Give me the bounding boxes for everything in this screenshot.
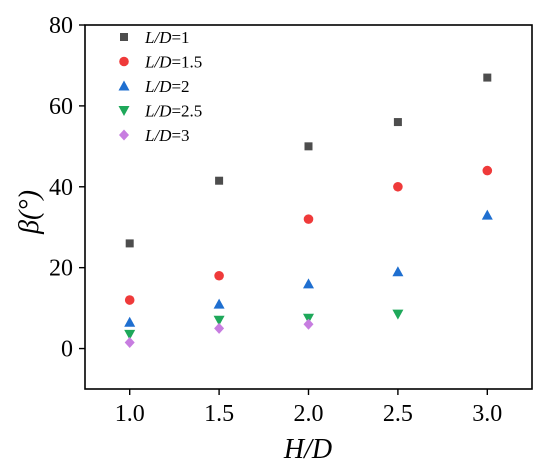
x-axis-title: H/D bbox=[283, 434, 332, 465]
legend-label: L/D=2.5 bbox=[144, 102, 202, 121]
legend-label: L/D=1.5 bbox=[144, 53, 202, 72]
legend-marker-diamond bbox=[119, 129, 129, 141]
data-point-circle bbox=[393, 181, 403, 192]
legend-marker-triangle-down bbox=[118, 106, 130, 116]
data-point-square bbox=[483, 73, 492, 82]
x-tick-label: 3.0 bbox=[472, 401, 502, 427]
data-point-diamond bbox=[214, 322, 225, 334]
data-point-square bbox=[215, 176, 224, 185]
data-point-circle bbox=[482, 165, 493, 176]
y-axis-title: β(°) bbox=[14, 190, 45, 235]
data-point-triangle-down bbox=[392, 309, 404, 320]
data-point-triangle-up bbox=[124, 316, 136, 327]
data-point-circle bbox=[124, 295, 135, 305]
legend-label: L/D=1 bbox=[144, 28, 190, 47]
data-point-square bbox=[304, 142, 313, 151]
y-tick-label: 40 bbox=[49, 175, 73, 201]
legend-marker-triangle-up bbox=[118, 80, 130, 91]
data-point-triangle-up bbox=[392, 266, 404, 277]
x-axis: 1.0 1.5 2.0 2.5 3.0 bbox=[115, 389, 502, 427]
data-point-triangle-down bbox=[303, 313, 314, 324]
legend-marker-square bbox=[120, 33, 128, 41]
x-tick-label: 1.5 bbox=[204, 401, 234, 427]
y-tick-label: 0 bbox=[61, 337, 73, 363]
y-tick-label: 80 bbox=[49, 13, 73, 39]
legend-label: L/D=2 bbox=[144, 77, 190, 96]
legend-label: L/D=3 bbox=[144, 126, 190, 145]
y-tick-label: 20 bbox=[49, 256, 73, 282]
legend: L/D=1 L/D=1.5 L/D=2 L/D=2.5 L/D=3 bbox=[118, 28, 202, 145]
x-tick-label: 2.5 bbox=[383, 401, 413, 427]
data-point-square bbox=[393, 118, 402, 127]
data-point-circle bbox=[214, 270, 224, 281]
data-point-triangle-up bbox=[303, 278, 314, 289]
y-axis: 0 20 40 60 80 bbox=[49, 13, 85, 363]
data-point-triangle-down bbox=[124, 329, 136, 340]
data-point-circle bbox=[303, 214, 314, 224]
data-markers bbox=[124, 73, 493, 348]
legend-marker-circle bbox=[119, 56, 129, 67]
data-point-triangle-up bbox=[213, 298, 225, 309]
y-tick-label: 60 bbox=[49, 94, 73, 120]
x-tick-label: 1.0 bbox=[115, 401, 145, 427]
x-tick-label: 2.0 bbox=[294, 401, 324, 427]
data-point-triangle-down bbox=[213, 315, 225, 326]
data-point-triangle-up bbox=[481, 209, 493, 220]
data-point-diamond bbox=[303, 318, 314, 330]
data-point-diamond bbox=[124, 336, 135, 348]
data-point-square bbox=[125, 239, 134, 248]
